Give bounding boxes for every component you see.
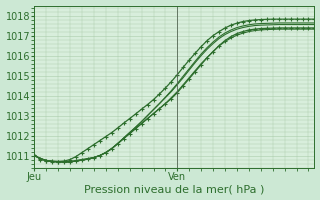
X-axis label: Pression niveau de la mer( hPa ): Pression niveau de la mer( hPa ) [84,184,265,194]
